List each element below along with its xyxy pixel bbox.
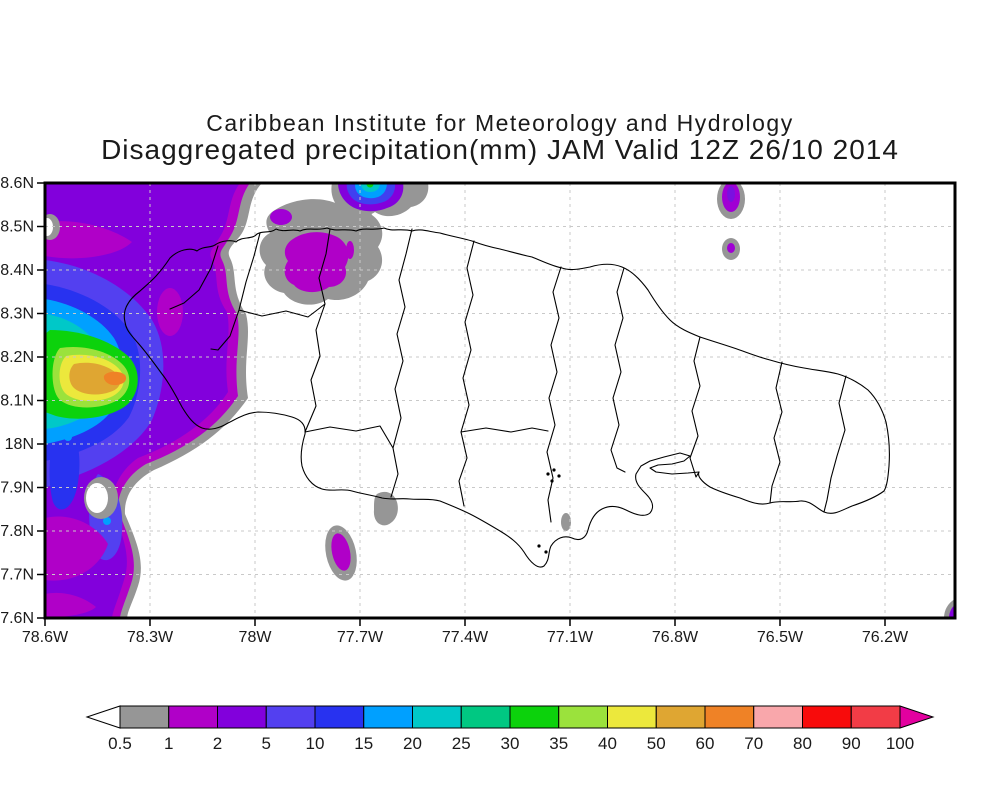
montego-bay-magenta-cell	[284, 232, 349, 293]
precip-shading	[45, 183, 955, 618]
skyblue-dot	[64, 433, 72, 441]
magenta-patch	[45, 516, 108, 581]
colorbar-label: 15	[354, 734, 373, 753]
magenta-patch	[45, 221, 132, 259]
colorbar-segment	[509, 705, 560, 729]
cays-and-islets	[537, 468, 561, 554]
magenta-sliver	[346, 241, 354, 259]
north-cluster-purple-spot	[270, 209, 292, 225]
colorbar-segment	[265, 705, 316, 729]
kingston-east-gray-sliver	[561, 513, 571, 531]
colorbar-overflow-arrow	[899, 705, 935, 729]
lon-label: 77.4W	[442, 629, 489, 646]
lon-label: 76.2W	[862, 629, 909, 646]
jamaica-coastline	[123, 227, 890, 568]
colorbar-label: 0.5	[108, 734, 132, 753]
lat-label: 18N	[5, 436, 34, 453]
colorbar-label: 60	[696, 734, 715, 753]
institution-title: Caribbean Institute for Meteorology and …	[206, 110, 794, 136]
colorbar-label: 80	[793, 734, 812, 753]
lon-label: 78.3W	[127, 629, 174, 646]
lat-label: 18.2N	[0, 349, 34, 366]
offshore-cell-cyan	[361, 183, 380, 192]
magenta-patch	[157, 288, 183, 336]
west-core-goldenrod	[69, 362, 121, 395]
colorbar-label: 100	[886, 734, 914, 753]
colorbar-legend: 0.5 1 2 5 10 15 20 25 30 35 40 50 60 70 80 90 100	[85, 705, 935, 753]
colorbar-segment	[460, 705, 511, 729]
colorbar-label: 2	[213, 734, 222, 753]
lat-label: 18.3N	[0, 306, 34, 323]
ne-small-cell-purple	[727, 243, 735, 253]
colorbar-segment	[753, 705, 803, 729]
colorbar-segment	[655, 705, 706, 729]
colorbar-label: 90	[842, 734, 861, 753]
lon-label: 76.5W	[757, 629, 804, 646]
colorbar-label: 1	[164, 734, 173, 753]
colorbar-label: 50	[647, 734, 666, 753]
colorbar-label: 20	[403, 734, 422, 753]
colorbar-segment	[168, 705, 218, 729]
colorbar-segment	[314, 705, 365, 729]
lat-label: 17.8N	[0, 523, 34, 540]
west-core-orange	[103, 371, 127, 386]
colorbar-label: 70	[744, 734, 763, 753]
colorbar-segment	[217, 705, 267, 729]
colorbar-segment	[850, 705, 901, 729]
lat-label: 18.5N	[0, 219, 34, 236]
lat-label: 17.7N	[0, 567, 34, 584]
lat-label: 18.1N	[0, 393, 34, 410]
skyblue-dot	[103, 517, 111, 525]
lon-label: 77.7W	[337, 629, 384, 646]
lon-label: 78W	[239, 629, 273, 646]
colorbar-label: 5	[262, 734, 271, 753]
magenta-patch	[45, 592, 96, 618]
colorbar-underflow-arrow	[85, 705, 121, 729]
colorbar-segment	[802, 705, 852, 729]
dry-hole	[45, 218, 53, 236]
colorbar-segment	[412, 705, 462, 729]
south-offshore-magenta	[331, 533, 351, 571]
colorbar-segment	[704, 705, 755, 729]
lat-label: 18.4N	[0, 262, 34, 279]
ne-cell-core	[727, 186, 735, 202]
colorbar-label: 35	[549, 734, 568, 753]
colorbar-label: 40	[598, 734, 617, 753]
axes: 18.6N 18.5N 18.4N 18.3N 18.2N 18.1N 18N 17.9N 17…	[0, 175, 909, 646]
colorbar-segment	[558, 705, 608, 729]
parish-boundaries	[169, 228, 847, 523]
colorbar-segment	[607, 705, 657, 729]
lat-label: 17.6N	[0, 610, 34, 627]
lon-label: 77.1W	[547, 629, 594, 646]
south-gray-cell	[373, 491, 398, 526]
lon-label: 78.6W	[22, 629, 69, 646]
colorbar-segment	[363, 705, 413, 729]
product-title: Disaggregated precipitation(mm) JAM Vali…	[101, 134, 899, 165]
colorbar-segment	[119, 705, 170, 729]
colorbar-label: 30	[501, 734, 520, 753]
lon-label: 76.8W	[652, 629, 699, 646]
lat-label: 18.6N	[0, 175, 34, 192]
colorbar-label: 25	[452, 734, 471, 753]
map-lines	[123, 227, 890, 568]
colorbar-label: 10	[306, 734, 325, 753]
lat-label: 17.9N	[0, 480, 34, 497]
dry-hole	[86, 483, 108, 513]
